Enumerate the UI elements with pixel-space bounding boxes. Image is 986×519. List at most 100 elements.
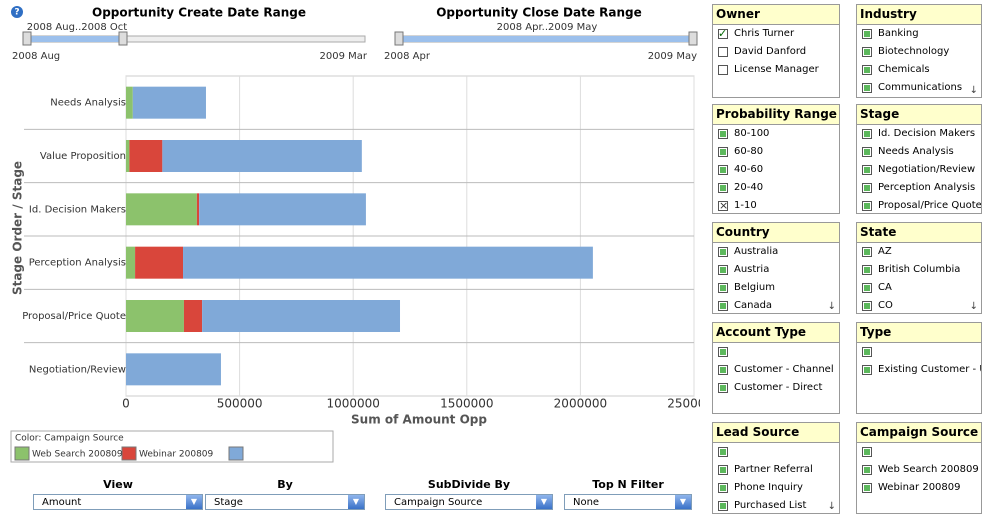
checkbox[interactable] <box>862 29 872 39</box>
checkbox[interactable] <box>718 183 728 193</box>
filter-label: Banking <box>878 28 919 39</box>
slider-thumb[interactable] <box>22 31 32 46</box>
dropdown-button: ▼ <box>536 495 552 509</box>
checkbox[interactable] <box>718 247 728 257</box>
dropdown[interactable]: Amount ▼ <box>33 494 203 510</box>
filter-panel: Account Type Customer - Channel Customer -… <box>712 322 840 414</box>
checkbox[interactable] <box>718 129 728 139</box>
filter-item: Customer - Channel <box>713 361 839 379</box>
filter-label: Customer - Channel <box>734 364 834 375</box>
checkbox[interactable] <box>718 197 728 213</box>
dropdown-button: ▼ <box>348 495 364 509</box>
filter-label: Customer - Direct <box>734 382 823 393</box>
dropdown[interactable]: Stage ▼ <box>205 494 365 510</box>
checkbox[interactable] <box>718 365 728 375</box>
bar-segment <box>126 300 184 332</box>
filter-title: Industry <box>857 5 981 25</box>
checkbox[interactable] <box>862 365 872 375</box>
checkbox[interactable] <box>718 47 728 57</box>
filter-label: Phone Inquiry <box>734 482 803 493</box>
x-axis-title: Sum of Amount Opp <box>351 413 487 427</box>
y-tick-label: Needs Analysis <box>50 98 126 109</box>
checkbox[interactable] <box>862 483 872 493</box>
y-axis-title: Stage Order / Stage <box>11 161 25 295</box>
x-tick-label: 1000000 <box>326 397 379 411</box>
filter-label: License Manager <box>734 64 819 75</box>
y-tick-label: Value Proposition <box>40 151 126 162</box>
bar-segment <box>132 86 206 119</box>
checkbox[interactable] <box>862 183 872 193</box>
filter-label: Chemicals <box>878 64 930 75</box>
x-tick-label: 2500000 <box>667 397 700 411</box>
slider-min: 2008 Apr <box>384 51 431 62</box>
checkbox[interactable] <box>862 147 872 157</box>
checkbox[interactable] <box>718 465 728 475</box>
checkbox[interactable] <box>718 301 728 311</box>
checkbox[interactable] <box>862 129 872 139</box>
checkbox[interactable] <box>718 383 728 393</box>
checkbox[interactable] <box>718 65 728 75</box>
checkbox[interactable] <box>862 83 872 93</box>
checkbox[interactable] <box>718 283 728 293</box>
x-tick-label: 2000000 <box>554 397 607 411</box>
filter-item: Biotechnology <box>857 43 981 61</box>
checkbox[interactable] <box>718 347 728 357</box>
checkbox[interactable] <box>718 447 728 457</box>
filter-panel: Industry Banking Biotechnology Chemicals Com… <box>856 4 982 98</box>
slider-min: 2008 Aug <box>12 51 60 62</box>
filter-panel: Probability Range 80-100 60-80 40-60 20-40 1-… <box>712 104 840 214</box>
checkbox[interactable] <box>862 165 872 175</box>
checkbox[interactable] <box>862 447 872 457</box>
filter-label: 60-80 <box>734 146 764 157</box>
checkbox[interactable] <box>718 483 728 493</box>
filter-item: Austria <box>713 261 839 279</box>
checkbox[interactable] <box>862 65 872 75</box>
checkbox[interactable] <box>862 47 872 57</box>
filter-item: Chris Turner <box>713 25 839 43</box>
bar-segment <box>126 193 197 226</box>
help-icon[interactable] <box>11 6 23 18</box>
x-tick-label: 500000 <box>217 397 263 411</box>
slider-range: 2008 Aug..2008 Oct <box>27 22 128 33</box>
filter-item: Phone Inquiry <box>713 479 839 497</box>
filter-item: 40-60 <box>713 161 839 179</box>
dropdown-value: Campaign Source <box>394 497 483 508</box>
checkbox[interactable] <box>862 283 872 293</box>
filter-label: Negotiation/Review <box>878 164 976 175</box>
bar-segment <box>183 300 203 332</box>
filter-label: Austria <box>734 264 770 275</box>
checkbox[interactable] <box>862 301 872 311</box>
checkbox[interactable] <box>862 465 872 475</box>
dropdown[interactable]: None ▼ <box>564 494 692 510</box>
filter-item: Negotiation/Review <box>857 161 981 179</box>
filter-item: British Columbia <box>857 261 981 279</box>
checkbox[interactable] <box>862 265 872 275</box>
filter-panel: State AZ British Columbia CA CO ↓ <box>856 222 982 314</box>
control-label: View <box>103 478 133 491</box>
filter-title: State <box>857 223 981 243</box>
filter-label: Biotechnology <box>878 46 950 57</box>
bar-segment <box>126 353 221 386</box>
filter-item: Partner Referral <box>713 461 839 479</box>
dropdown[interactable]: Campaign Source ▼ <box>385 494 553 510</box>
checkbox[interactable] <box>862 201 872 211</box>
filter-item: Canada <box>713 297 839 313</box>
slider-thumb[interactable] <box>394 31 404 46</box>
slider-thumb[interactable] <box>118 31 128 46</box>
checkbox[interactable] <box>718 25 728 43</box>
filter-label: Web Search 200809 <box>878 464 979 475</box>
checkbox[interactable] <box>862 247 872 257</box>
x-tick-label: 1500000 <box>440 397 493 411</box>
filter-label: Existing Customer - Upgrade <box>878 364 981 375</box>
filter-item: AZ <box>857 243 981 261</box>
filter-item: Web Search 200809 <box>857 461 981 479</box>
filter-label: Needs Analysis <box>878 146 954 157</box>
filter-item: 60-80 <box>713 143 839 161</box>
checkbox[interactable] <box>718 265 728 275</box>
slider-thumb[interactable] <box>688 31 698 46</box>
checkbox[interactable] <box>718 147 728 157</box>
checkbox[interactable] <box>718 501 728 511</box>
checkbox[interactable] <box>862 347 872 357</box>
filter-item: Australia <box>713 243 839 261</box>
checkbox[interactable] <box>718 165 728 175</box>
